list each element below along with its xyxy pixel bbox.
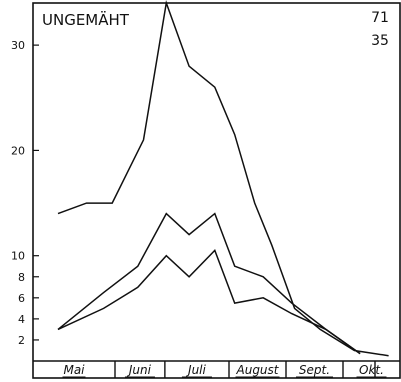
y-tick-label: 6 — [18, 292, 25, 305]
month-label: Mai — [63, 363, 85, 377]
month-label: August — [236, 363, 280, 377]
month-label: Juni — [127, 363, 152, 377]
corner-label-bottom: 35 — [371, 33, 389, 49]
month-label: Okt. — [359, 363, 384, 377]
y-tick-label: 2 — [18, 334, 25, 347]
chart-frame — [32, 2, 401, 379]
series-line-2 — [57, 212, 361, 355]
series-line-3 — [57, 249, 361, 355]
series-group — [57, 0, 389, 357]
y-tick-label: 4 — [18, 313, 25, 326]
y-axis: 2 4 6 8 10 20 30 — [11, 39, 39, 347]
month-band: Mai Juni Juli August Sept. Okt. — [62, 361, 387, 378]
y-tick-label: 10 — [11, 250, 25, 263]
plot-border — [32, 2, 401, 379]
corner-label-top: 71 — [371, 10, 389, 26]
chart-title: UNGEMÄHT — [42, 10, 130, 29]
month-label: Juli — [186, 363, 206, 377]
y-tick-label: 30 — [11, 39, 25, 52]
y-tick-label: 20 — [11, 144, 25, 157]
month-label: Sept. — [299, 363, 330, 377]
series-line-1 — [57, 0, 389, 357]
y-tick-label: 8 — [18, 271, 25, 284]
